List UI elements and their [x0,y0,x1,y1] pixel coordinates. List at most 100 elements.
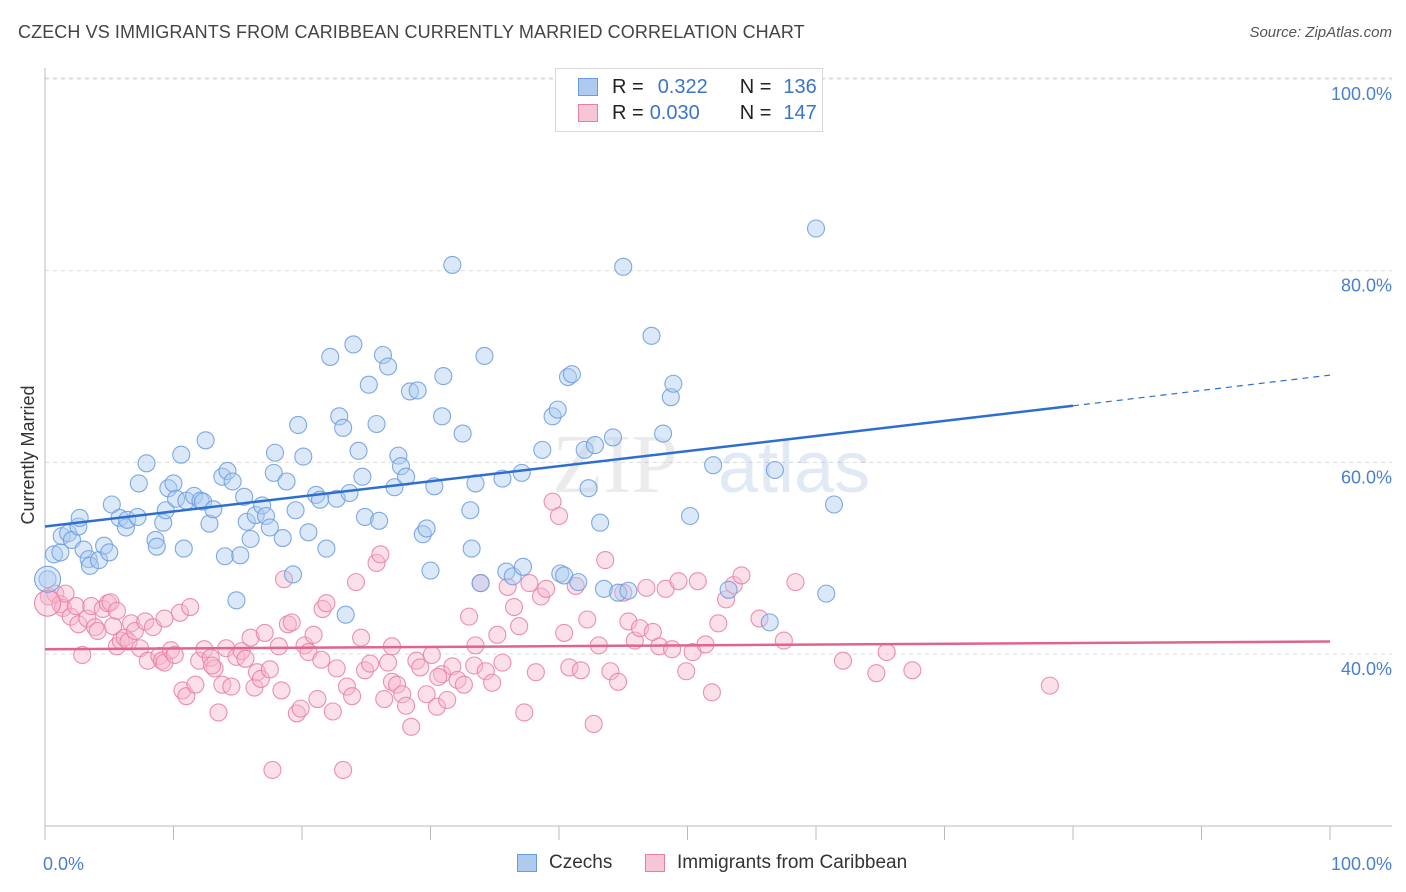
czechs-point [231,546,250,565]
czechs-point [340,483,359,503]
chart-title: CZECH VS IMMIGRANTS FROM CARIBBEAN CURRE… [18,22,805,42]
immigrants-point [537,579,556,598]
czechs-point [336,605,355,624]
legend-row-immigrants: R = 0.030 N = 147 [578,101,817,125]
czechs-point [400,382,419,401]
immigrants-point [165,645,184,665]
immigrants-point [476,662,495,681]
x-tick-label: 100.0% [1331,854,1392,874]
czechs-point [433,407,452,426]
czechs-point [359,375,378,394]
immigrants-point [291,699,310,718]
immigrants-point [88,621,107,641]
czechs-point [681,506,700,526]
legend-r-value: 0.322 [657,75,708,98]
czechs-point [286,501,305,520]
immigrants-point [417,685,436,704]
immigrants-point [555,623,574,642]
czechs-point [223,472,242,491]
series-czechs-points [34,219,844,632]
czechs-point [74,540,93,559]
immigrants-point [352,628,371,647]
czechs-point [137,454,156,473]
immigrants-point [510,617,529,636]
czechs-point [471,574,490,593]
immigrants-point [272,681,291,700]
czechs-point [294,447,313,466]
immigrants-point [255,623,274,642]
czechs-point [462,539,481,558]
czechs-point [654,424,673,443]
czechs-point [704,456,723,475]
czechs-point [277,472,296,491]
czechs-point [421,561,440,580]
czechs-point [51,543,70,562]
immigrants-point [361,654,380,673]
immigrants-point [493,653,512,672]
legend-item-czechs[interactable]: Czechs [517,852,612,874]
czechs-point [194,492,213,511]
czechs-trend-line [44,404,1074,528]
legend-r-label: R = [612,75,644,98]
immigrants-point [786,573,805,592]
czechs-point [172,445,191,464]
legend-label-immigrants: Immigrants from Caribbean [677,852,908,873]
immigrants-point [571,661,590,680]
czechs-point [591,513,610,532]
czechs-point [80,556,100,575]
legend-row-czechs: R = 0.322 N = 136 [578,75,817,99]
immigrants-point [213,675,232,694]
czechs-point [204,500,223,519]
immigrants-point [209,703,228,722]
immigrants-point [282,613,301,632]
immigrants-point [107,601,127,620]
legend-swatch-czechs [578,78,598,96]
y-axis-label: Currently Married [18,385,38,524]
legend-n-label: N = [739,75,772,98]
czechs-point [215,547,234,566]
czechs-point [34,565,62,593]
immigrants-point [422,645,441,665]
immigrants-point [205,659,224,678]
czechs-point [321,347,340,366]
immigrants-point [323,702,342,721]
legend-item-immigrants[interactable]: Immigrants from Caribbean [645,852,907,874]
czechs-point [585,436,605,455]
immigrants-point [402,717,421,736]
czechs-point [379,357,398,376]
immigrants-point [483,673,502,692]
czechs-point [273,528,292,548]
czechs-point [213,467,232,486]
series-immigrants-points [34,492,1059,780]
immigrants-point [119,632,138,651]
immigrants-point [236,649,255,668]
immigrants-point [877,643,896,662]
czechs-point [241,529,260,549]
czechs-point [38,570,57,589]
legend-r-value: 0.030 [649,101,700,124]
immigrants-point [186,675,205,694]
immigrants-point [526,663,545,682]
immigrants-point [251,669,270,688]
czechs-point [765,460,784,480]
legend-n-value: 136 [783,75,817,98]
immigrants-point [709,614,728,633]
czechs-point [355,507,375,527]
immigrants-point [429,667,448,687]
tick-labels: 40.0% 60.0% 80.0% 100.0% 0.0% 100.0% [43,84,1392,874]
immigrants-point [833,651,853,670]
immigrants-point [515,703,534,722]
czechs-point [533,440,552,459]
immigrants-point [346,573,366,592]
immigrants-point [66,597,85,616]
czechs-point [661,388,680,407]
immigrants-point [334,760,353,780]
immigrants-point [438,690,457,710]
immigrants-point [379,653,398,672]
gridlines [45,77,1392,655]
czechs-point [619,581,638,600]
axes [44,68,1392,840]
czechs-point [614,257,633,276]
czechs-point [146,530,165,550]
